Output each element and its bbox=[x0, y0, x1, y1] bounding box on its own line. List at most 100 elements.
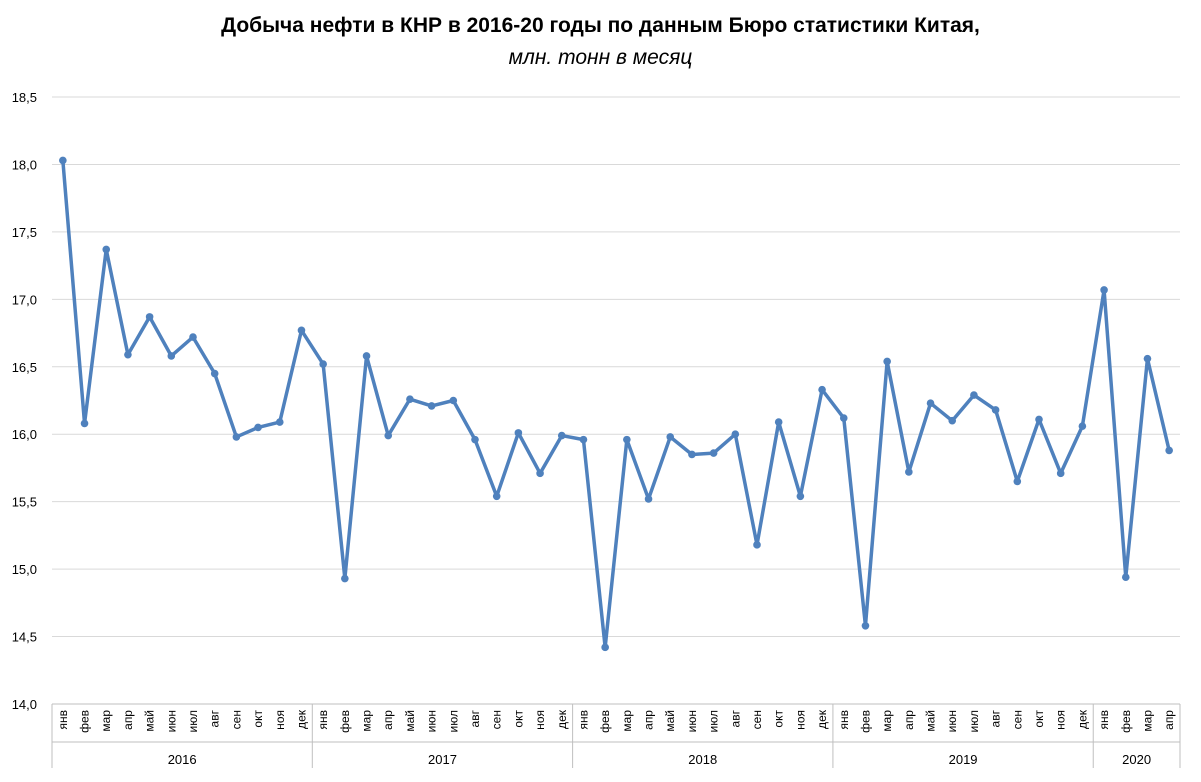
y-tick-label: 17,0 bbox=[12, 292, 37, 307]
year-label: 2016 bbox=[168, 752, 197, 767]
x-tick-label: июн bbox=[685, 710, 699, 732]
data-point bbox=[189, 333, 197, 341]
x-tick-label: июн bbox=[164, 710, 178, 732]
x-tick-label: фев bbox=[858, 710, 872, 733]
data-point bbox=[1121, 573, 1130, 582]
data-point bbox=[341, 574, 349, 583]
year-label: 2018 bbox=[688, 752, 717, 767]
data-point bbox=[1100, 286, 1108, 294]
x-tick-label: сен bbox=[750, 710, 764, 729]
data-point bbox=[102, 245, 111, 254]
x-tick-label: ноя bbox=[793, 710, 807, 730]
data-point bbox=[883, 357, 891, 366]
x-tick-label: апр bbox=[121, 710, 135, 730]
x-tick-label: фев bbox=[338, 710, 352, 733]
data-point bbox=[861, 621, 870, 630]
x-tick-label: апр bbox=[902, 710, 916, 730]
data-point bbox=[666, 433, 675, 441]
data-point bbox=[623, 435, 631, 444]
data-point bbox=[210, 369, 219, 378]
x-tick-label: фев bbox=[598, 710, 612, 733]
x-tick-label: июл bbox=[967, 710, 981, 732]
x-tick-label: янв bbox=[1097, 710, 1111, 730]
data-point bbox=[514, 429, 523, 437]
x-tick-label: май bbox=[403, 710, 417, 732]
data-point bbox=[753, 541, 761, 549]
y-tick-label: 15,5 bbox=[12, 495, 37, 510]
x-tick-label: янв bbox=[837, 710, 851, 730]
y-tick-label: 15,0 bbox=[12, 562, 37, 577]
y-tick-label: 18,0 bbox=[12, 157, 37, 172]
data-point bbox=[1056, 469, 1065, 478]
x-tick-label: дек bbox=[815, 709, 829, 729]
x-tick-label: окт bbox=[772, 710, 786, 728]
data-point bbox=[167, 352, 176, 360]
data-point bbox=[1143, 354, 1152, 363]
year-label: 2017 bbox=[428, 752, 457, 767]
x-tick-label: май bbox=[663, 710, 677, 732]
data-point bbox=[124, 350, 132, 359]
data-point bbox=[1013, 477, 1022, 486]
x-tick-label: авг bbox=[989, 709, 1003, 727]
data-point bbox=[492, 492, 501, 501]
x-tick-label: мар bbox=[1140, 710, 1154, 732]
x-tick-label: июл bbox=[186, 710, 200, 732]
data-point bbox=[1165, 446, 1173, 455]
data-point bbox=[818, 385, 826, 394]
x-tick-label: июн bbox=[425, 710, 439, 732]
data-point bbox=[905, 468, 913, 476]
x-tick-label: сен bbox=[1010, 710, 1024, 729]
data-point bbox=[644, 495, 653, 503]
data-point bbox=[319, 360, 327, 368]
chart-subtitle: млн. тонн в месяц bbox=[508, 46, 693, 69]
data-point bbox=[1078, 422, 1087, 430]
x-tick-label: окт bbox=[511, 710, 525, 728]
y-tick-label: 16,0 bbox=[12, 427, 37, 442]
data-point bbox=[839, 414, 848, 422]
x-tick-label: ноя bbox=[273, 710, 287, 730]
data-point bbox=[427, 402, 436, 410]
x-tick-label: июн bbox=[945, 710, 959, 732]
data-point bbox=[232, 433, 241, 441]
series-line bbox=[61, 160, 1171, 650]
data-point bbox=[536, 469, 544, 478]
y-tick-label: 17,5 bbox=[12, 225, 37, 240]
x-tick-label: апр bbox=[1162, 710, 1176, 730]
data-point bbox=[709, 449, 718, 457]
data-point bbox=[774, 418, 783, 426]
y-tick-label: 14,5 bbox=[12, 630, 37, 645]
x-tick-label: мар bbox=[620, 710, 634, 732]
x-tick-label: дек bbox=[294, 709, 308, 729]
x-tick-label: май bbox=[924, 710, 938, 732]
data-point bbox=[557, 431, 566, 440]
x-tick-label: июл bbox=[446, 710, 460, 732]
x-tick-label: янв bbox=[56, 710, 70, 730]
x-tick-label: сен bbox=[229, 710, 243, 729]
x-tick-label: мар bbox=[99, 710, 113, 732]
data-point bbox=[948, 416, 957, 425]
x-tick-label: ноя bbox=[533, 710, 547, 730]
x-tick-label: мар bbox=[880, 710, 894, 732]
x-tick-label: мар bbox=[360, 710, 374, 732]
data-point bbox=[362, 352, 371, 360]
data-point bbox=[579, 435, 588, 444]
data-point bbox=[796, 492, 805, 501]
data-point bbox=[926, 399, 935, 407]
x-tick-label: авг bbox=[728, 709, 742, 727]
x-tick-label: окт bbox=[251, 710, 265, 728]
data-point bbox=[145, 313, 154, 321]
x-tick-label: дек bbox=[1075, 709, 1089, 729]
data-point bbox=[449, 396, 458, 405]
x-tick-label: май bbox=[143, 710, 157, 732]
x-tick-label: апр bbox=[381, 710, 395, 730]
data-point bbox=[275, 418, 284, 426]
x-tick-label: фев bbox=[1119, 710, 1133, 733]
x-tick-label: фев bbox=[78, 710, 92, 733]
data-point bbox=[59, 156, 67, 165]
year-label: 2019 bbox=[949, 752, 978, 767]
x-tick-label: сен bbox=[490, 710, 504, 729]
x-tick-label: дек bbox=[555, 709, 569, 729]
data-point bbox=[991, 406, 1000, 414]
x-tick-label: авг bbox=[468, 709, 482, 727]
